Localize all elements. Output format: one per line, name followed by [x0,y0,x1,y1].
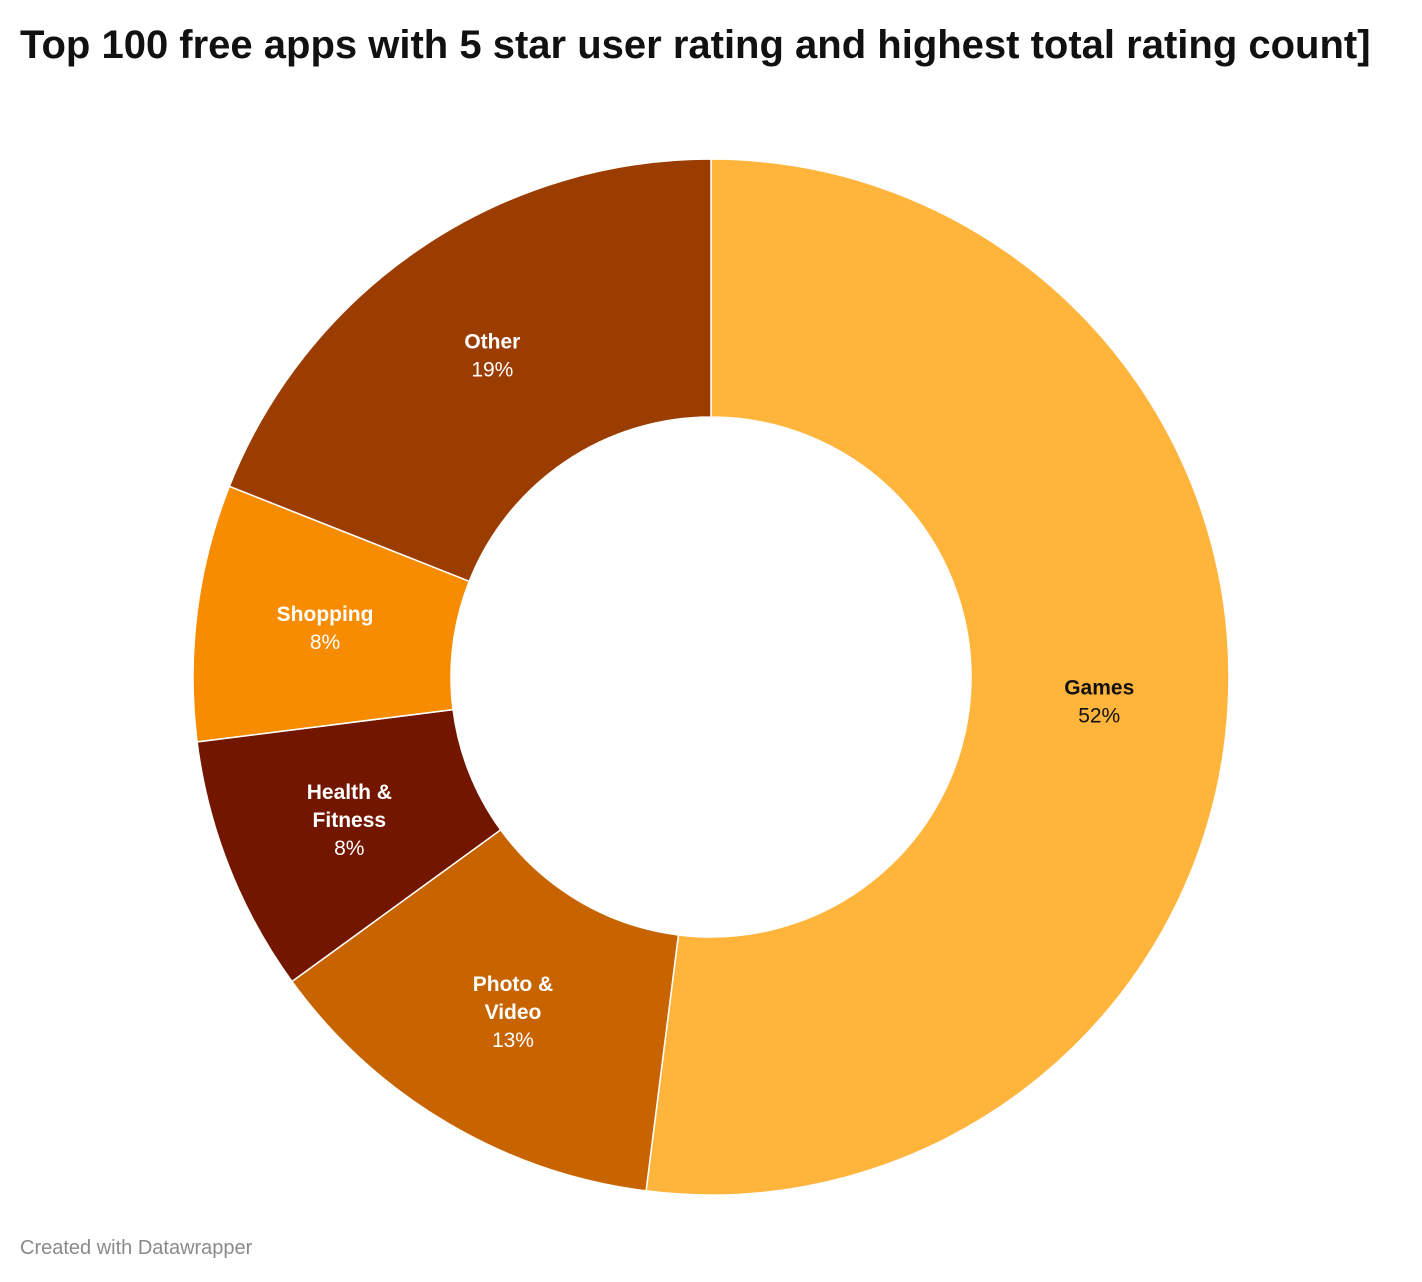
slice-value-other: 19% [471,358,513,381]
slice-value-shopping: 8% [310,631,340,654]
slice-label-health-and-fitness-line-1: Health & [307,781,392,804]
slice-label-games: Games [1064,676,1134,699]
slice-value-games: 52% [1078,704,1120,727]
slice-other [228,158,712,583]
slice-photo-and-video [290,828,680,1192]
slice-value-health-and-fitness: 8% [334,837,364,860]
slice-label-photo-and-video-line-1: Photo & [473,973,553,996]
slice-label-other: Other [464,330,520,353]
chart-title: Top 100 free apps with 5 star user ratin… [20,23,1371,67]
slice-label-photo-and-video-line-2: Video [485,1001,542,1024]
slice-games [645,158,1230,1196]
donut-slices [192,158,1230,1196]
slice-value-photo-and-video: 13% [492,1029,534,1052]
slice-label-health-and-fitness-line-2: Fitness [313,809,387,832]
donut-chart-svg: Games 52% Photo & Video 13% Health & Fitness 8%… [192,158,1230,1196]
donut-labels: Games 52% Photo & Video 13% Health & Fitness 8%… [277,330,1135,1052]
slice-label-shopping: Shopping [277,603,374,626]
credit-text: Created with Datawrapper [20,1237,253,1259]
donut-chart: Games 52% Photo & Video 13% Health & Fitness 8%… [0,140,1422,1220]
